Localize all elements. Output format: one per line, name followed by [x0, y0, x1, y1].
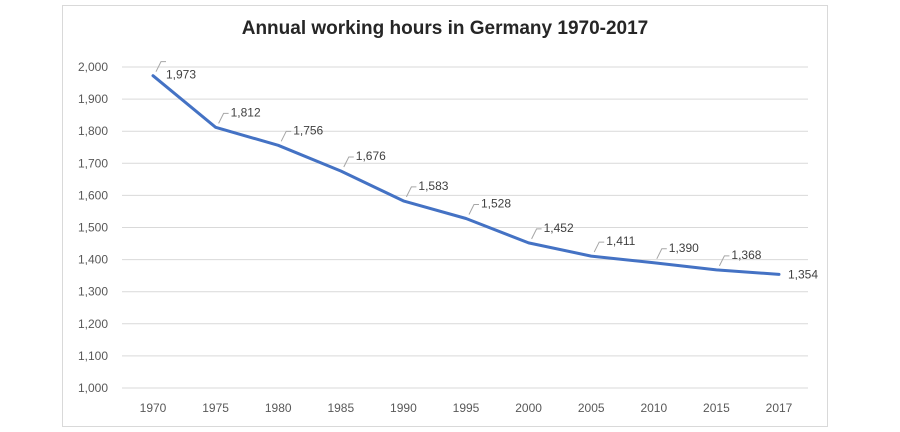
data-point — [589, 254, 593, 258]
x-tick-label: 1985 — [327, 401, 354, 415]
x-tick-label: 1975 — [202, 401, 229, 415]
y-tick-label: 1,300 — [78, 285, 108, 299]
data-label: 1,973 — [166, 68, 196, 82]
y-tick-label: 1,900 — [78, 92, 108, 106]
y-tick-label: 2,000 — [78, 60, 108, 74]
data-label: 1,452 — [544, 221, 574, 235]
y-tick-label: 1,800 — [78, 124, 108, 138]
x-tick-label: 1980 — [265, 401, 292, 415]
data-label: 1,756 — [293, 123, 323, 137]
y-tick-label: 1,700 — [78, 156, 108, 170]
data-point — [777, 272, 781, 276]
x-tick-label: 1995 — [453, 401, 480, 415]
data-label: 1,676 — [356, 149, 386, 163]
leader-line — [405, 186, 417, 198]
data-point — [214, 125, 218, 129]
x-tick-label: 1990 — [390, 401, 417, 415]
data-label: 1,528 — [481, 197, 511, 211]
data-point — [527, 241, 531, 245]
data-label: 1,368 — [731, 248, 761, 262]
data-point — [151, 74, 155, 78]
chart-title: Annual working hours in Germany 1970-201… — [241, 18, 649, 39]
x-tick-label: 2015 — [703, 401, 730, 415]
data-point — [652, 261, 656, 265]
x-tick-label: 2010 — [640, 401, 667, 415]
leader-line — [468, 204, 479, 215]
leader-line — [718, 255, 730, 267]
data-point — [401, 199, 405, 203]
data-point — [339, 169, 343, 173]
y-tick-label: 1,100 — [78, 349, 108, 363]
leader-line — [280, 130, 292, 142]
y-tick-label: 1,000 — [78, 381, 108, 395]
leader-line — [656, 248, 667, 260]
data-label: 1,354 — [788, 267, 818, 281]
data-label: 1,411 — [606, 234, 635, 248]
x-tick-label: 2017 — [766, 401, 793, 415]
data-label: 1,390 — [669, 241, 699, 255]
data-label: 1,812 — [231, 105, 261, 119]
leader-line — [343, 156, 354, 168]
data-point — [464, 217, 468, 221]
y-tick-label: 1,200 — [78, 317, 108, 331]
data-point — [714, 268, 718, 272]
leader-line — [155, 61, 166, 72]
series-line — [151, 74, 781, 276]
leader-line — [593, 241, 605, 253]
leader-line — [531, 228, 542, 240]
x-tick-label: 2005 — [578, 401, 605, 415]
y-tick-label: 1,400 — [78, 253, 108, 267]
y-tick-label: 1,600 — [78, 188, 108, 202]
data-label: 1,583 — [418, 179, 448, 193]
leader-line — [218, 112, 229, 124]
chart-area — [62, 5, 828, 427]
y-tick-label: 1,500 — [78, 221, 108, 235]
x-tick-label: 1970 — [140, 401, 167, 415]
x-tick-label: 2000 — [515, 401, 542, 415]
data-point — [276, 143, 280, 147]
